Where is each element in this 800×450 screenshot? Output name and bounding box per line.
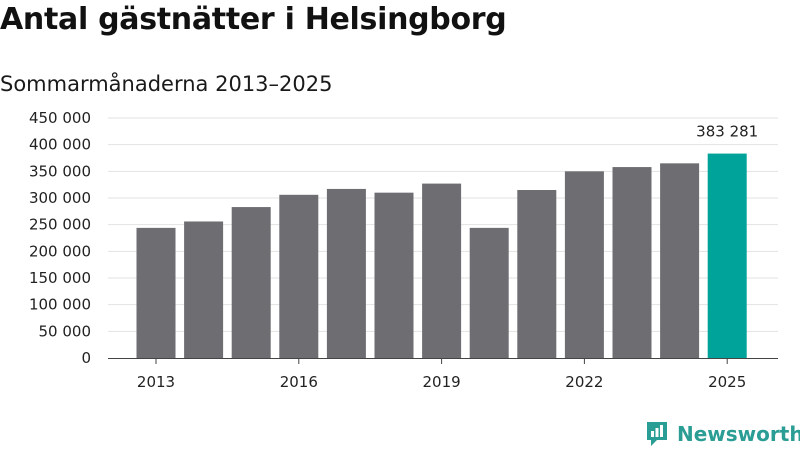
brand-logo: Newsworthy [645, 420, 800, 448]
chart-subtitle: Sommarmånaderna 2013–2025 [0, 72, 333, 96]
x-tick-label: 2025 [708, 373, 746, 391]
bar-2013 [136, 227, 176, 358]
y-tick-label: 300 000 [29, 189, 91, 207]
chart-title: Antal gästnätter i Helsingborg [0, 2, 507, 37]
bar-2014 [184, 221, 224, 358]
y-tick-label: 200 000 [29, 242, 91, 260]
bar-2017 [326, 188, 366, 358]
x-axis: 2013 2016 2019 2022 2025 [108, 358, 778, 391]
x-tick-label: 2016 [280, 373, 318, 391]
data-labels: 383 281 [696, 123, 758, 141]
bar-2020 [469, 227, 509, 358]
y-tick-label: 350 000 [29, 162, 91, 180]
brand-name: Newsworthy [677, 422, 800, 446]
y-tick-label: 100 000 [29, 296, 91, 314]
x-tick-label: 2022 [565, 373, 603, 391]
bar-2018 [374, 192, 414, 358]
y-tick-label: 400 000 [29, 136, 91, 154]
bar-2016 [279, 194, 319, 358]
bar-2021 [517, 190, 557, 358]
bar-2015 [231, 207, 271, 358]
bar-2024 [660, 163, 700, 358]
newsworthy-logo-icon [647, 422, 667, 446]
bar-2019 [422, 183, 462, 358]
bar-2025 [707, 153, 747, 358]
y-tick-label: 150 000 [29, 269, 91, 287]
y-tick-label: 0 [81, 349, 91, 367]
bar-2022 [564, 171, 604, 358]
y-tick-label: 450 000 [29, 109, 91, 127]
x-tick-label: 2013 [137, 373, 175, 391]
y-tick-label: 250 000 [29, 216, 91, 234]
bar-2023 [612, 167, 652, 358]
data-label-2025: 383 281 [696, 123, 758, 141]
bars [136, 153, 747, 358]
y-tick-label: 50 000 [39, 322, 92, 340]
x-tick-label: 2019 [423, 373, 461, 391]
y-axis-ticks: 0 50 000 100 000 150 000 200 000 250 000 300 0… [29, 109, 91, 367]
